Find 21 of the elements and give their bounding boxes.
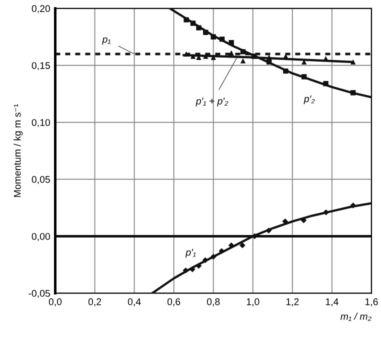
x-tick-label: 0,2 (88, 298, 102, 306)
x-tick-label: 0,8 (206, 298, 220, 306)
x-tick-label: 1,0 (246, 298, 260, 306)
x-axis-title: m₁ / m₂ (340, 312, 372, 321)
y-tick-label: -0,05 (28, 290, 50, 298)
y-tick-label: 0,05 (32, 176, 50, 184)
y-tick-label: 0,20 (32, 5, 50, 14)
annotation: p′₁ (185, 248, 196, 258)
annotation: p′₁ + p′₂ (196, 98, 228, 106)
y-tick-label: 0,00 (32, 232, 50, 242)
x-tick-label: 0,0 (48, 298, 62, 306)
y-tick-label: 0,15 (32, 62, 50, 70)
x-tick-label: 1,4 (326, 298, 338, 306)
y-tick-label: 0,10 (32, 119, 50, 128)
annotation: p₁ (102, 37, 111, 45)
annotation: p′₂ (304, 95, 315, 104)
x-tick-label: 1,2 (286, 298, 299, 306)
y-axis-title: Momentum / kg m s⁻¹ (14, 104, 23, 197)
x-tick-label: 1,6 (365, 298, 378, 306)
x-tick-label: 0,4 (128, 298, 141, 306)
x-tick-label: 0,6 (167, 298, 180, 306)
